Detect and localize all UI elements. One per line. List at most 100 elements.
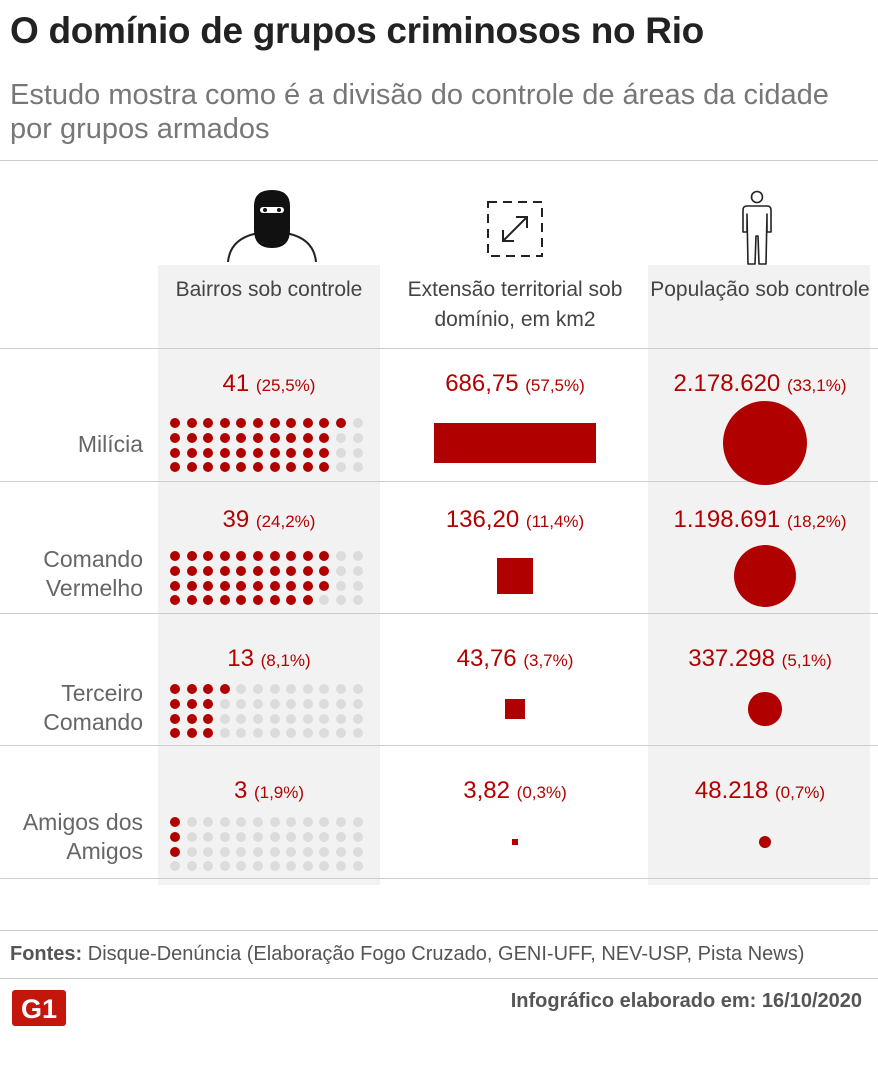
bairro-dot-milicia	[253, 432, 263, 443]
bairro-dot-terceiro-comando	[170, 698, 180, 709]
bairro-dot-terceiro-comando	[236, 728, 247, 739]
population-circle-terceiro-comando	[748, 692, 782, 726]
bairro-dot-comando-vermelho	[352, 565, 363, 576]
column-heading-populacao: População sob controle	[650, 278, 870, 301]
bairro-dot-milicia	[219, 432, 230, 443]
bairro-dot-milicia	[302, 462, 313, 473]
expand-area-icon	[487, 201, 543, 257]
bairro-dot-terceiro-comando	[319, 713, 330, 724]
bairro-dot-comando-vermelho	[286, 595, 297, 606]
bairro-dot-comando-vermelho	[253, 580, 263, 591]
bairro-dot-amigos-dos-amigos	[319, 817, 330, 827]
row-divider	[0, 613, 878, 614]
bairro-dot-milicia	[236, 432, 247, 443]
bairro-dot-comando-vermelho	[319, 580, 330, 591]
bairro-dot-terceiro-comando	[286, 684, 297, 694]
bairro-dot-terceiro-comando	[253, 728, 263, 739]
bairro-dot-terceiro-comando	[319, 698, 330, 709]
masked-person-icon	[227, 190, 317, 262]
bairro-dot-amigos-dos-amigos	[352, 861, 363, 872]
row-divider	[0, 481, 878, 482]
bairro-dot-milicia	[319, 432, 330, 443]
bairro-dot-milicia	[203, 432, 214, 443]
bairro-dot-amigos-dos-amigos	[253, 846, 263, 857]
bairro-dot-milicia	[253, 418, 263, 428]
bairro-dot-terceiro-comando	[352, 684, 363, 694]
bairro-dot-milicia	[352, 432, 363, 443]
bairro-dot-terceiro-comando	[336, 698, 346, 709]
bairro-dot-comando-vermelho	[302, 595, 313, 606]
territory-bar-amigos-dos-amigos	[511, 838, 518, 845]
bairro-dot-amigos-dos-amigos	[336, 861, 346, 872]
populacao-value-comando-vermelho: 1.198.691 (18,2%)	[673, 506, 847, 533]
bairro-dot-comando-vermelho	[269, 551, 280, 561]
bairro-dot-milicia	[302, 418, 313, 428]
bairro-dot-milicia	[286, 447, 297, 458]
bairro-dot-amigos-dos-amigos	[319, 846, 330, 857]
bairro-dot-amigos-dos-amigos	[203, 846, 214, 857]
bairro-dot-amigos-dos-amigos	[319, 831, 330, 842]
bairro-dot-terceiro-comando	[170, 728, 180, 739]
bairro-dot-amigos-dos-amigos	[286, 861, 297, 872]
bairro-dot-terceiro-comando	[302, 713, 313, 724]
bairro-dot-terceiro-comando	[286, 698, 297, 709]
population-circle-milicia	[723, 401, 807, 485]
bairro-dot-terceiro-comando	[203, 728, 214, 739]
bairro-dot-amigos-dos-amigos	[236, 846, 247, 857]
bairro-dot-comando-vermelho	[236, 565, 247, 576]
populacao-value-amigos-dos-amigos: 48.218 (0,7%)	[694, 777, 826, 804]
bairro-dot-amigos-dos-amigos	[186, 831, 197, 842]
divider	[0, 930, 878, 931]
bairro-dot-milicia	[302, 432, 313, 443]
bairro-dot-comando-vermelho	[302, 580, 313, 591]
bairro-dot-comando-vermelho	[186, 580, 197, 591]
divider	[0, 978, 878, 979]
bairro-dot-milicia	[170, 447, 180, 458]
bairro-dot-amigos-dos-amigos	[302, 817, 313, 827]
bairro-dot-terceiro-comando	[203, 713, 214, 724]
bairro-dot-terceiro-comando	[269, 728, 280, 739]
km2-value-milicia: 686,75 (57,5%)	[445, 370, 585, 397]
bairro-dot-amigos-dos-amigos	[302, 846, 313, 857]
bairro-dot-milicia	[352, 418, 363, 428]
bairro-dot-amigos-dos-amigos	[236, 831, 247, 842]
bairros-value-terceiro-comando: 13 (8,1%)	[227, 645, 311, 672]
territory-bar-milicia	[434, 423, 596, 463]
bairro-dot-comando-vermelho	[336, 580, 346, 591]
infographic-date: Infográfico elaborado em: 16/10/2020	[510, 990, 862, 1012]
bairro-dot-comando-vermelho	[286, 551, 297, 561]
bairro-dot-milicia	[219, 447, 230, 458]
bairro-dot-amigos-dos-amigos	[269, 831, 280, 842]
bairro-dot-milicia	[352, 462, 363, 473]
bairro-dot-comando-vermelho	[236, 595, 247, 606]
bairro-dot-terceiro-comando	[170, 684, 180, 694]
bairro-dot-amigos-dos-amigos	[319, 861, 330, 872]
bairro-dot-terceiro-comando	[253, 684, 263, 694]
bairros-value-milicia: 41 (25,5%)	[222, 370, 316, 397]
bairro-dot-milicia	[302, 447, 313, 458]
page-title: O domínio de grupos criminosos no Rio	[10, 10, 704, 51]
bairro-dot-milicia	[203, 447, 214, 458]
bairro-dot-milicia	[203, 462, 214, 473]
bairro-dot-terceiro-comando	[302, 698, 313, 709]
bairro-dot-milicia	[170, 462, 180, 473]
bairro-dot-amigos-dos-amigos	[352, 846, 363, 857]
bairro-dot-amigos-dos-amigos	[170, 817, 180, 827]
bairro-dot-comando-vermelho	[253, 565, 263, 576]
bairro-dot-terceiro-comando	[269, 698, 280, 709]
bairro-dot-amigos-dos-amigos	[186, 817, 197, 827]
row-label-terceiro-comando: Terceiro Comando	[43, 680, 143, 735]
bairro-dot-terceiro-comando	[336, 713, 346, 724]
bairro-dot-comando-vermelho	[319, 551, 330, 561]
bairro-dot-milicia	[219, 418, 230, 428]
bairro-dot-comando-vermelho	[203, 565, 214, 576]
bairro-dot-milicia	[319, 418, 330, 428]
bairro-dot-terceiro-comando	[352, 713, 363, 724]
bairro-dot-amigos-dos-amigos	[336, 831, 346, 842]
bairro-dot-terceiro-comando	[336, 728, 346, 739]
bairro-dot-terceiro-comando	[286, 713, 297, 724]
bairro-dot-comando-vermelho	[286, 580, 297, 591]
territory-bar-comando-vermelho	[497, 558, 533, 594]
bairro-dot-terceiro-comando	[236, 713, 247, 724]
bairro-dot-comando-vermelho	[319, 595, 330, 606]
